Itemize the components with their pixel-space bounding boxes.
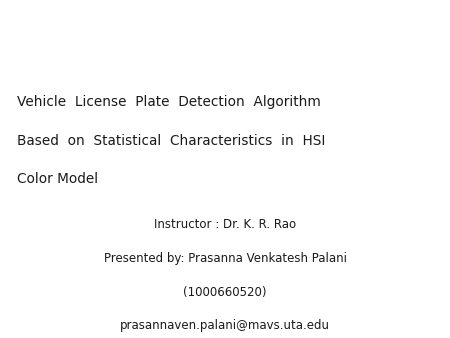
Text: (1000660520): (1000660520) (183, 286, 267, 298)
Text: Instructor : Dr. K. R. Rao: Instructor : Dr. K. R. Rao (154, 218, 296, 231)
Text: Vehicle  License  Plate  Detection  Algorithm: Vehicle License Plate Detection Algorith… (17, 95, 321, 108)
Text: Based  on  Statistical  Characteristics  in  HSI: Based on Statistical Characteristics in … (17, 134, 325, 147)
Text: Color Model: Color Model (17, 172, 98, 186)
Text: prasannaven.palani@mavs.uta.edu: prasannaven.palani@mavs.uta.edu (120, 319, 330, 332)
Text: Presented by: Prasanna Venkatesh Palani: Presented by: Prasanna Venkatesh Palani (104, 252, 346, 265)
